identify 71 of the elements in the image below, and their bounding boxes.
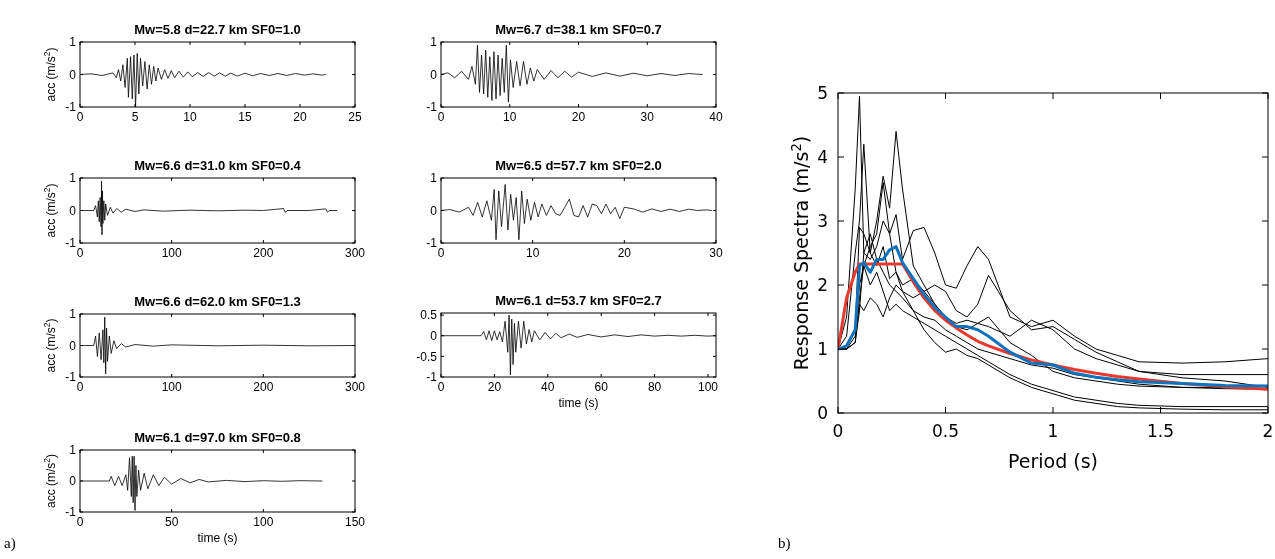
x-tick-label: 40	[709, 110, 723, 124]
x-tick-label: 100	[161, 380, 182, 394]
y-tick-label: 5	[817, 82, 828, 103]
chart-title: Mw=6.6 d=31.0 km SF0=0.4	[134, 158, 302, 173]
chart-title: Mw=6.5 d=57.7 km SF0=2.0	[495, 158, 662, 173]
y-tick-label: 0	[69, 474, 77, 489]
chart-title: Mw=5.8 d=22.7 km SF0=1.0	[134, 22, 301, 37]
x-tick-label: 10	[503, 110, 517, 124]
y-tick-label: 1	[430, 35, 438, 50]
x-tick-label: 5	[131, 110, 139, 124]
x-tick-label: 60	[594, 380, 609, 394]
y-tick-label: 2	[817, 274, 828, 295]
x-tick-label: 0.5	[931, 421, 960, 441]
x-axis-title: time (s)	[197, 531, 238, 545]
y-tick-label: 0	[69, 338, 77, 353]
x-tick-label: 80	[647, 380, 662, 394]
y-tick-label: 0	[430, 328, 438, 343]
y-tick-label: -1	[65, 505, 77, 520]
y-tick-label: 0.5	[420, 308, 438, 323]
chart-title: Mw=6.1 d=97.0 km SF0=0.8	[134, 430, 301, 445]
x-tick-label: 1	[1047, 421, 1059, 441]
y-tick-label: -1	[65, 370, 77, 385]
x-tick-label: 20	[571, 110, 586, 124]
x-tick-label: 10	[525, 246, 540, 260]
y-tick-label: 1	[69, 443, 77, 458]
chart-title: Mw=6.7 d=38.1 km SF0=0.7	[495, 22, 662, 37]
y-tick-label: 0	[817, 402, 828, 423]
x-tick-label: 10	[183, 110, 197, 124]
y-tick-label: 1	[69, 35, 77, 50]
y-tick-label: 0	[430, 203, 438, 218]
x-tick-label: 150	[344, 515, 366, 529]
y-tick-label: 0	[69, 67, 77, 82]
chart-title: Mw=6.6 d=62.0 km SF0=1.3	[134, 294, 301, 309]
y-tick-label: -1	[65, 236, 77, 251]
y-tick-label: -1	[65, 100, 77, 115]
x-axis-title: time (s)	[558, 396, 599, 410]
x-tick-label: 50	[164, 515, 179, 529]
x-tick-label: 15	[238, 110, 252, 124]
text: b)	[778, 535, 791, 552]
x-tick-label: 20	[293, 110, 307, 124]
text: a)	[4, 535, 16, 552]
x-tick-label: 200	[253, 246, 274, 260]
chart-title: Mw=6.1 d=53.7 km SF0=2.7	[495, 293, 662, 308]
y-tick-label: 1	[817, 338, 828, 359]
x-axis-title: Period (s)	[1007, 450, 1099, 472]
x-tick-label: 100	[697, 380, 719, 394]
x-tick-label: 30	[640, 110, 655, 124]
y-tick-label: 1	[430, 171, 438, 186]
x-tick-label: 300	[344, 380, 366, 394]
x-tick-label: 20	[487, 380, 502, 394]
y-tick-label: -1	[426, 370, 438, 385]
x-tick-label: 2	[1262, 421, 1274, 441]
y-tick-label: 1	[69, 307, 77, 322]
x-tick-label: 25	[348, 110, 362, 124]
x-tick-label: 1.5	[1146, 421, 1175, 441]
y-tick-label: -1	[426, 236, 438, 251]
x-tick-label: 0	[832, 421, 844, 441]
y-tick-label: 1	[69, 171, 77, 186]
x-tick-label: 100	[253, 515, 274, 529]
y-tick-label: 3	[817, 210, 828, 231]
x-tick-label: 20	[617, 246, 632, 260]
y-tick-label: -0.5	[416, 349, 438, 364]
x-tick-label: 300	[344, 246, 366, 260]
x-tick-label: 30	[709, 246, 723, 260]
y-tick-label: -1	[426, 100, 438, 115]
x-tick-label: 40	[541, 380, 555, 394]
y-tick-label: 4	[817, 146, 828, 167]
y-tick-label: 0	[69, 203, 77, 218]
x-tick-label: 100	[161, 246, 182, 260]
x-tick-label: 200	[253, 380, 274, 394]
y-tick-label: 0	[430, 67, 438, 82]
